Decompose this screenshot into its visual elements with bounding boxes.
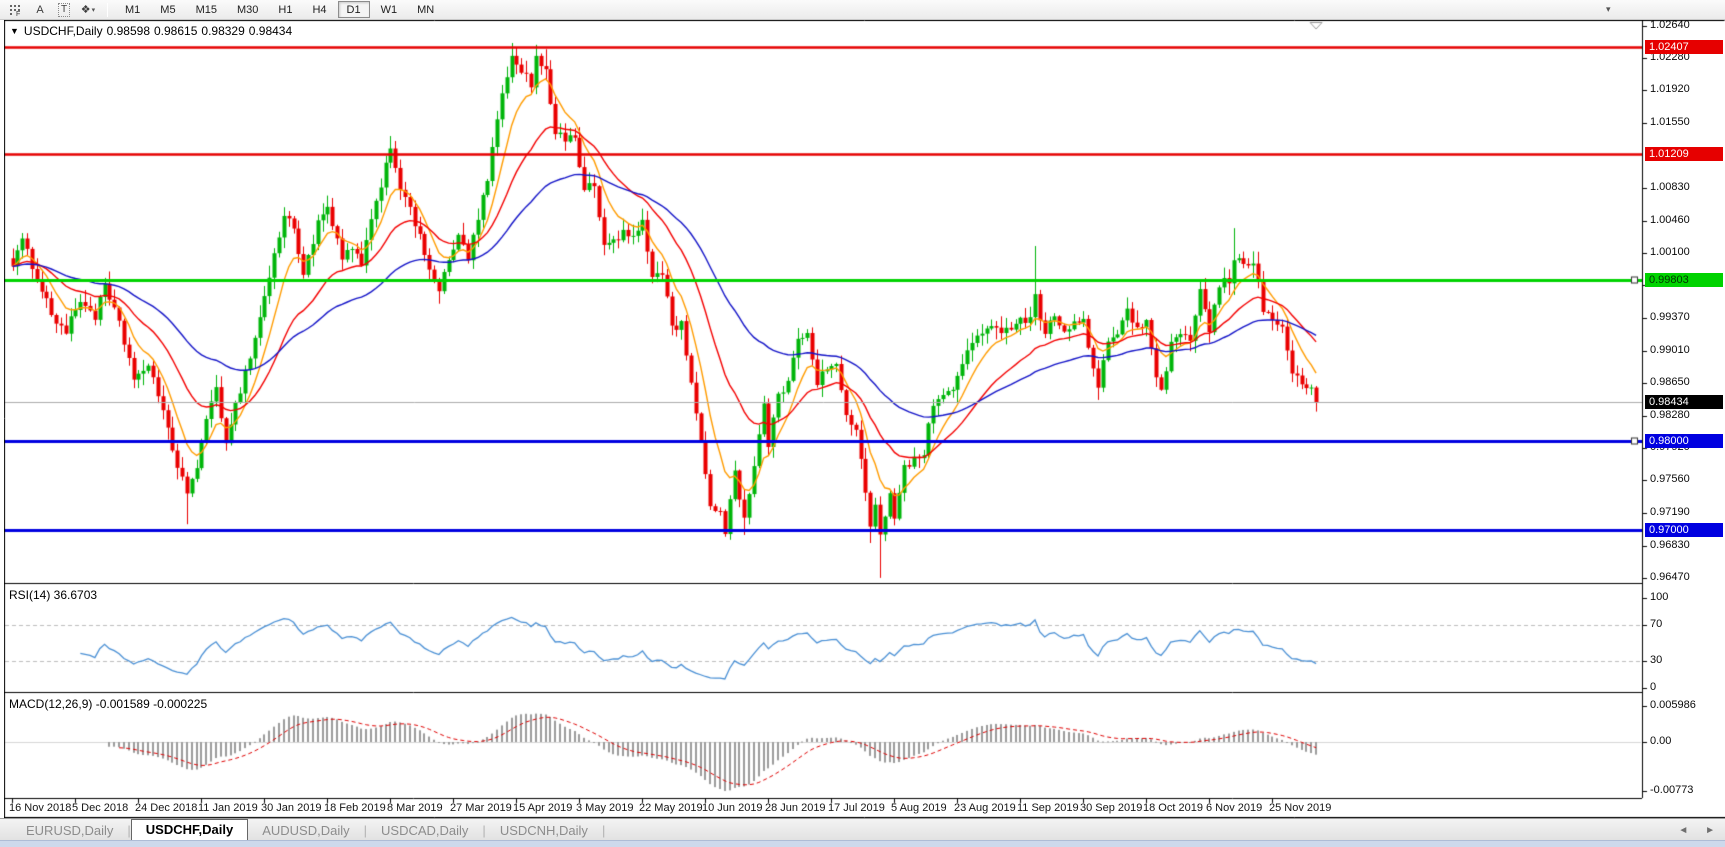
chart-collapse-icon[interactable]: ▼ [10,26,19,36]
date-label: 5 Aug 2019 [891,802,947,814]
date-label: 27 Mar 2019 [450,802,512,814]
date-label: 11 Sep 2019 [1017,802,1079,814]
chart-tab-usdcnh[interactable]: USDCNH,Daily [499,823,588,838]
drawing-tools-group: F A T ❖ ▾ [4,1,100,18]
date-label: 30 Jan 2019 [261,802,322,814]
timeframe-buttons-group: M1 M5 M15 M30 H1 H4 D1 W1 MN [115,1,444,18]
rsi-indicator-label: RSI(14) 36.6703 [9,588,98,602]
date-label: 15 Apr 2019 [513,802,573,814]
date-label: 8 Mar 2019 [387,802,443,814]
arrows-tool-icon[interactable]: ❖ ▾ [80,4,96,16]
tab-scroll-left-icon[interactable]: ◄ [1678,825,1689,836]
level-price-badge: 0.98434 [1645,395,1723,410]
price-tick-label: 0.99370 [1650,311,1690,324]
price-tick-label: 0.98280 [1650,408,1690,421]
date-label: 10 Jun 2019 [702,802,763,814]
tab-scroll-arrows: ◄ ► [1664,825,1715,836]
date-label: 5 Dec 2018 [72,802,129,814]
level-price-badge: 0.99803 [1645,272,1723,287]
price-tick-label: 1.00100 [1650,246,1690,259]
date-label: 28 Jun 2019 [765,802,826,814]
svg-text:F: F [16,11,20,17]
tab-scroll-right-icon[interactable]: ► [1705,825,1715,836]
rsi-tick-label: 100 [1650,591,1669,603]
price-tick-label: 1.00460 [1650,213,1690,226]
chart-tab-eurusd[interactable]: EURUSD,Daily [26,823,114,838]
date-label: 30 Sep 2019 [1080,802,1143,814]
date-label: 18 Feb 2019 [324,802,386,814]
rsi-tick-label: 30 [1650,654,1663,666]
rsi-tick-label: 0 [1650,681,1657,693]
price-tick-label: 1.02280 [1650,51,1690,64]
level-price-badge: 1.01209 [1645,146,1723,161]
ohlc-high: 0.98615 [154,24,198,38]
price-tick-label: 0.96830 [1650,538,1690,551]
tab-separator: | [601,823,606,838]
chart-title: ▼ USDCHF,Daily 0.98598 0.98615 0.98329 0.9843… [10,24,296,38]
date-label: 18 Oct 2019 [1143,802,1203,814]
date-label: 16 Nov 2018 [9,802,72,814]
chart-symbol-label: USDCHF,Daily [23,24,103,38]
level-price-badge: 0.97000 [1645,523,1723,538]
timeframe-button-m1[interactable]: M1 [125,4,141,16]
timeframe-button-w1[interactable]: W1 [380,4,398,16]
date-label: 25 Nov 2019 [1269,802,1332,814]
price-tick-label: 0.97190 [1650,506,1690,519]
timeframe-button-m5[interactable]: M5 [160,4,176,16]
ohlc-low: 0.98329 [201,24,245,38]
chart-tab-usdchf[interactable]: USDCHF,Daily [130,819,249,840]
timeframe-button-m15[interactable]: M15 [195,4,217,16]
top-toolbar: F A T ❖ ▾ M1 M5 M15 M30 H1 H4 D1 W1 MN ▾ [0,0,1725,20]
date-label: 24 Dec 2018 [135,802,198,814]
status-bar [0,840,1725,847]
price-tick-label: 0.97560 [1650,473,1690,486]
toolbar-separator [107,2,108,17]
ohlc-close: 0.98434 [248,24,293,38]
text-tool-icon[interactable]: A [36,3,44,16]
level-price-badge: 1.02407 [1645,39,1723,54]
chart-tab-audusd[interactable]: AUDUSD,Daily [262,823,350,838]
text-label-tool-icon[interactable]: T [53,1,75,18]
price-tick-label: 0.96470 [1650,570,1690,583]
price-tick-label: 1.00830 [1650,180,1690,193]
date-label: 23 Aug 2019 [954,802,1016,814]
tab-separator: | [127,823,131,838]
date-label: 17 Jul 2019 [828,802,885,814]
fibonacci-tool-icon[interactable]: F [5,1,27,18]
level-price-badge: 0.98000 [1645,434,1723,449]
tab-separator: | [482,823,486,838]
tab-separator: | [363,823,368,838]
price-tick-label: 0.98650 [1650,375,1690,388]
chart-tab-usdcad[interactable]: USDCAD,Daily [381,823,469,838]
date-label: 6 Nov 2019 [1206,802,1263,814]
timeframe-button-m30[interactable]: M30 [236,4,259,16]
chart-window: ▼ USDCHF,Daily 0.98598 0.98615 0.98329 0.9843… [0,19,1725,818]
date-label: 22 May 2019 [639,802,703,814]
timeframe-button-h1[interactable]: H1 [278,4,293,16]
chart-tab-bar: EURUSD,Daily | USDCHF,Daily AUDUSD,Daily | US… [0,818,1725,840]
date-label: 3 May 2019 [576,802,634,814]
macd-tick-label: 0.00 [1650,735,1672,747]
macd-tick-label: 0.005986 [1650,699,1696,711]
toolbar-overflow-icon[interactable]: ▾ [1606,4,1611,14]
chart-tabs: EURUSD,Daily | USDCHF,Daily AUDUSD,Daily | US… [12,819,605,840]
timeframe-button-h4[interactable]: H4 [312,4,327,16]
date-label: 11 Jan 2019 [198,802,258,814]
ohlc-open: 0.98598 [106,24,150,38]
macd-tick-label: -0.00773 [1650,784,1694,796]
chart-canvas[interactable] [4,20,1725,818]
price-tick-label: 1.01550 [1650,116,1690,129]
price-tick-label: 1.02640 [1650,19,1690,31]
timeframe-button-mn[interactable]: MN [417,4,435,16]
price-tick-label: 0.99010 [1650,343,1690,356]
timeframe-button-d1[interactable]: D1 [337,1,370,18]
price-tick-label: 1.01920 [1650,83,1690,96]
rsi-tick-label: 70 [1650,618,1663,630]
macd-indicator-label: MACD(12,26,9) -0.001589 -0.000225 [9,697,208,711]
